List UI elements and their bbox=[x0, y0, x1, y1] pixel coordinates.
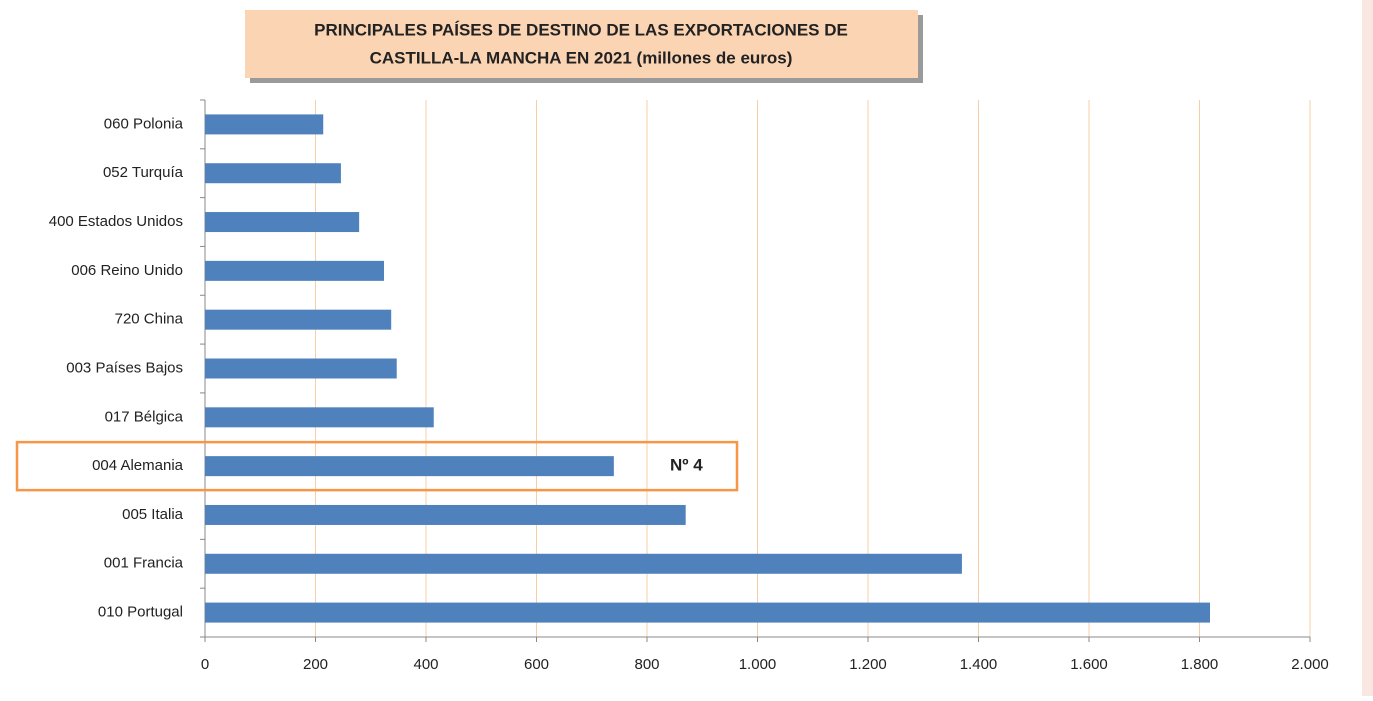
chart-title: PRINCIPALES PAÍSES DE DESTINO DE LAS EXP… bbox=[314, 20, 848, 39]
side-strip bbox=[1362, 0, 1373, 696]
x-tick-label: 1.200 bbox=[849, 656, 887, 673]
x-tick-label: 2.000 bbox=[1291, 656, 1329, 673]
x-tick-label: 0 bbox=[201, 656, 209, 673]
x-tick-label: 1.600 bbox=[1070, 656, 1108, 673]
y-tick-label: 060 Polonia bbox=[104, 115, 184, 132]
bar bbox=[205, 309, 392, 330]
x-tick-label: 200 bbox=[303, 656, 328, 673]
highlight-box bbox=[15, 440, 739, 492]
chart-title: CASTILLA-LA MANCHA EN 2021 (millones de … bbox=[370, 48, 793, 67]
bar bbox=[205, 163, 341, 184]
x-tick-label: 800 bbox=[634, 656, 659, 673]
x-tick-label: 1.800 bbox=[1181, 656, 1219, 673]
bar bbox=[205, 212, 360, 233]
y-tick-label: 010 Portugal bbox=[98, 604, 183, 621]
bar bbox=[205, 358, 397, 379]
x-tick-label: 1.400 bbox=[960, 656, 998, 673]
y-tick-label: 052 Turquía bbox=[103, 164, 184, 181]
bar bbox=[205, 602, 1210, 623]
bar bbox=[205, 504, 686, 525]
title-box bbox=[245, 10, 918, 78]
bar bbox=[205, 407, 434, 428]
y-tick-label: 720 China bbox=[115, 311, 184, 328]
y-tick-label: 001 Francia bbox=[104, 555, 184, 572]
y-tick-label: 004 Alemania bbox=[92, 457, 184, 474]
bar bbox=[205, 260, 385, 281]
annotation: Nº 4 bbox=[670, 456, 703, 475]
y-tick-label: 006 Reino Unido bbox=[71, 262, 183, 279]
x-tick-label: 400 bbox=[413, 656, 438, 673]
bar bbox=[205, 114, 324, 135]
y-tick-label: 005 Italia bbox=[122, 506, 184, 523]
bar bbox=[205, 553, 962, 574]
x-tick-label: 1.000 bbox=[739, 656, 777, 673]
bar bbox=[205, 456, 614, 477]
x-tick-label: 600 bbox=[524, 656, 549, 673]
y-tick-label: 017 Bélgica bbox=[105, 408, 184, 425]
y-tick-label: 003 Países Bajos bbox=[66, 359, 183, 376]
y-tick-label: 400 Estados Unidos bbox=[49, 213, 183, 230]
